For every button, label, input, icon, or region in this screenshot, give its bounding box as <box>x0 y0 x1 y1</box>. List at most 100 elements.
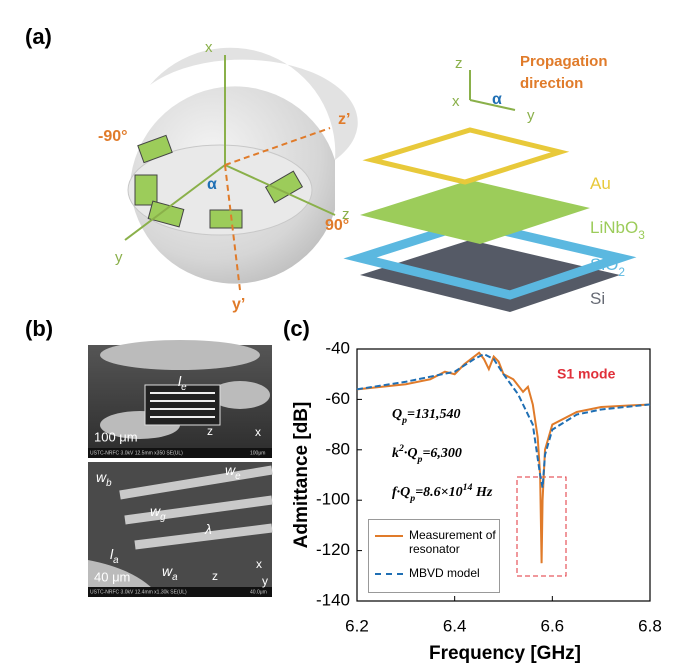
annotation: Qp=131,540 <box>392 407 461 426</box>
annotation-part: ·Q <box>404 446 418 461</box>
label: wa <box>162 563 178 583</box>
scale-bar: 100 μm <box>94 429 138 444</box>
sem-footer <box>88 448 272 458</box>
sem-meta: 40.0μm <box>250 589 267 595</box>
axes-a <box>124 55 336 241</box>
layer-label: Au <box>590 174 611 193</box>
x-tick-label: 6.8 <box>638 616 662 635</box>
label: y <box>527 107 535 124</box>
label: y <box>262 574 268 588</box>
label-sub: a <box>113 555 119 566</box>
legend-label: MBVD model <box>409 566 480 580</box>
y-tick-label: -100 <box>316 490 350 509</box>
y-tick-label: -140 <box>316 590 350 609</box>
annotation-part: f·Q <box>392 485 410 500</box>
label: α <box>207 176 217 193</box>
label-sub: a <box>172 572 178 583</box>
label: z <box>207 424 213 438</box>
x-tick-label: 6.4 <box>443 616 467 635</box>
layer-au <box>362 127 570 185</box>
label: λ <box>204 521 212 537</box>
x-axis-title: Frequency [GHz] <box>429 643 581 664</box>
label-base: λ <box>204 521 212 537</box>
label: z <box>212 569 218 583</box>
series-line <box>356 351 651 564</box>
label-base: w <box>225 462 236 478</box>
label-base: Au <box>590 174 611 193</box>
sem-footer <box>88 587 272 597</box>
propagation-title: Propagation <box>520 53 608 70</box>
rotated-axes <box>224 127 331 291</box>
annotation-part: Q <box>392 407 402 422</box>
label: α <box>492 91 502 108</box>
pad <box>210 381 270 409</box>
label-base: Si <box>590 289 605 308</box>
label-base: l <box>178 373 182 389</box>
label-sub: b <box>106 478 112 489</box>
resonator <box>144 384 221 426</box>
panel-label: (c) <box>283 316 310 341</box>
label-sub: g <box>160 512 166 523</box>
legend: Measurement of resonator MBVD model <box>368 519 500 593</box>
label: z’ <box>338 111 350 128</box>
label: z <box>342 206 350 223</box>
scale-bar: 40 μm <box>94 569 130 584</box>
label-base: LiNbO <box>590 218 638 237</box>
annotation-part: p <box>401 415 407 426</box>
y-tick-label: -80 <box>325 439 350 458</box>
annotation-part: =8.6×10 <box>415 485 462 500</box>
prop-axes <box>469 70 516 111</box>
label: we <box>225 462 241 482</box>
annotation-part: p <box>417 454 423 465</box>
y-tick-label: -60 <box>325 389 350 408</box>
electrodes <box>150 392 215 418</box>
label: x <box>205 39 213 56</box>
annotation-part: =131,540 <box>407 407 460 422</box>
series-line <box>356 352 651 488</box>
layer-label: SiO2 <box>590 255 625 279</box>
label: y’ <box>232 296 245 313</box>
panel-label: (b) <box>25 316 53 341</box>
propagation-title: direction <box>520 75 583 92</box>
mode-label: S1 mode <box>557 366 616 382</box>
label: le <box>178 373 187 393</box>
layer-label: Si <box>590 289 605 308</box>
legend-swatch <box>375 573 403 575</box>
sem-meta: USTC-NRFC 3.0kV 12.5mm x350 SE(UL) <box>90 450 183 456</box>
annotation-part: 14 <box>463 482 473 493</box>
annotation-part: k <box>392 446 399 461</box>
label: x <box>256 557 262 571</box>
annotation: k2·Qp=6,300 <box>392 443 462 465</box>
legend-swatch <box>375 535 403 537</box>
label: x <box>255 425 261 439</box>
sem-meta: USTC-NRFC 3.0kV 12.4mm x1.30k SE(UL) <box>90 589 187 595</box>
label-sub: 3 <box>638 228 645 242</box>
label-sub: e <box>235 471 241 482</box>
annotation-part: =6,300 <box>422 446 461 461</box>
label-base: SiO <box>590 255 618 274</box>
label-base: w <box>96 469 107 485</box>
layer-sio2 <box>343 218 637 300</box>
legend-label: Measurement of resonator <box>409 528 496 556</box>
y-axis-title: Admittance [dB] <box>291 402 312 549</box>
y-tick-label: -120 <box>316 540 350 559</box>
annotation: f·Qp=8.6×1014 Hz <box>392 482 493 504</box>
sem-meta: 100μm <box>250 450 265 456</box>
panel-label: (a) <box>25 24 52 49</box>
label: x <box>452 93 460 110</box>
label: -90° <box>98 128 128 145</box>
label: la <box>110 546 119 566</box>
label: z <box>455 55 463 72</box>
label: wg <box>150 503 166 523</box>
hemisphere-shell <box>150 47 358 160</box>
label-sub: 2 <box>618 265 625 279</box>
label-base: l <box>110 546 114 562</box>
label: wb <box>96 469 112 489</box>
layer-si <box>360 240 620 312</box>
layer-linbo3 <box>360 180 590 244</box>
label-base: w <box>162 563 173 579</box>
x-tick-label: 6.2 <box>345 616 369 635</box>
annotation-part: Hz <box>472 485 492 500</box>
